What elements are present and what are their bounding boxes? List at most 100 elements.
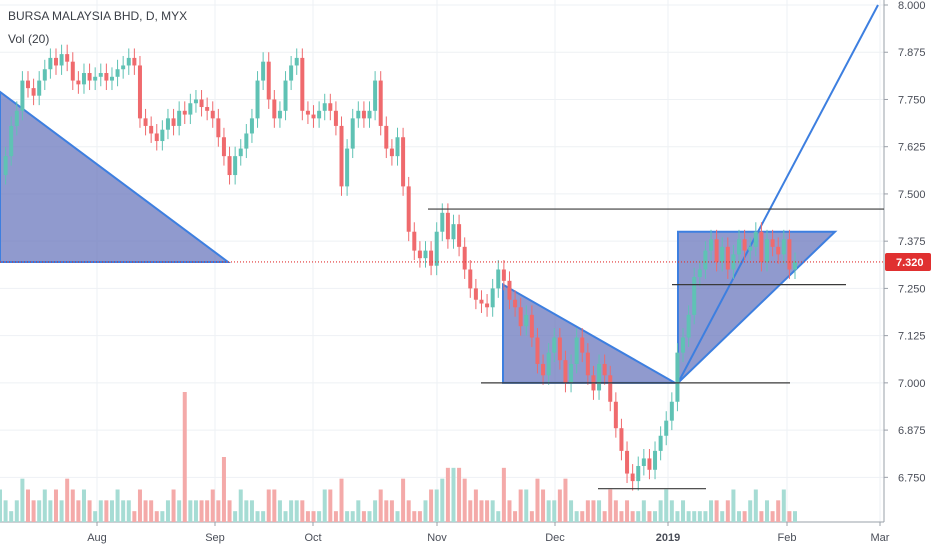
candle-body [9, 125, 14, 157]
volume-bar [490, 500, 495, 522]
volume-bar [216, 500, 221, 522]
volume-bar [692, 511, 697, 522]
volume-bar [199, 500, 204, 522]
candle-body [681, 337, 686, 353]
volume-bar [653, 511, 658, 522]
price-axis[interactable]: 8.000 7.875 7.750 7.625 7.500 7.375 7.250 7.125… [884, 0, 931, 484]
candle-body [221, 137, 226, 157]
candle-body [367, 110, 372, 119]
candle-body [417, 250, 422, 259]
volume-bar [518, 489, 523, 522]
candle-body [177, 110, 182, 126]
candle-body [563, 360, 568, 383]
volume-bar [602, 511, 607, 522]
volume-bar [557, 489, 562, 522]
volume-bar [585, 500, 590, 522]
volume-bar [641, 500, 646, 522]
volume-bar [753, 489, 758, 522]
volume-bar [137, 489, 142, 522]
candle-body [457, 224, 462, 247]
volume-bar [501, 467, 506, 522]
volume-bar [793, 511, 797, 522]
candle-body [776, 246, 781, 255]
volume-bar [417, 511, 422, 522]
candle-body [440, 212, 445, 232]
volume-bar [48, 500, 53, 522]
candle-body [737, 239, 742, 255]
volume-bar [109, 500, 114, 522]
candle-body [171, 118, 176, 126]
candle-body [126, 57, 131, 66]
volume-bar [714, 500, 719, 522]
volume-bar [406, 500, 411, 522]
candle-body [216, 118, 221, 138]
volume-label: Vol (20) [8, 32, 49, 46]
volume-bar [445, 467, 450, 522]
candle-body [513, 299, 518, 308]
projection-line [677, 4, 879, 384]
candle-body [725, 246, 730, 270]
candle-body [272, 99, 277, 119]
volume-bar [20, 478, 25, 522]
candle-body [714, 239, 719, 262]
candle-body [76, 80, 81, 85]
volume-bar [748, 500, 753, 522]
volume-bar [513, 511, 518, 522]
volume-bar [440, 478, 445, 522]
y-tick-label: 7.875 [898, 47, 926, 59]
volume-bar [401, 478, 406, 522]
volume-bar [367, 511, 372, 522]
volume-bar [378, 489, 383, 522]
candle-body [401, 137, 406, 187]
x-tick-label: Oct [304, 532, 321, 544]
candle-body [625, 450, 630, 474]
candle-body [20, 80, 25, 111]
candle-body [787, 239, 792, 270]
volume-bar [76, 500, 81, 522]
candle-body [748, 246, 753, 251]
candle-body [305, 110, 310, 115]
volume-bar [373, 500, 378, 522]
volume-bars [0, 392, 797, 522]
volume-bar [322, 489, 327, 522]
candle-body [87, 73, 92, 81]
volume-bar [608, 489, 613, 522]
volume-bar [93, 511, 98, 522]
candle-body [535, 337, 540, 364]
candle-body [703, 250, 708, 270]
volume-bar [574, 511, 579, 522]
volume-bar [697, 511, 702, 522]
volume-bar [457, 467, 462, 522]
candle-body [132, 57, 137, 66]
candle-body [709, 239, 714, 251]
candle-body [160, 129, 165, 142]
volume-bar [277, 500, 282, 522]
volume-bar [770, 511, 775, 522]
volume-bar [205, 500, 210, 522]
volume-bar [328, 489, 333, 522]
volume-bar [675, 511, 680, 522]
volume-bar [266, 489, 271, 522]
candle-body [697, 269, 702, 278]
volume-bar [395, 511, 400, 522]
volume-bar [227, 500, 232, 522]
candle-body [14, 110, 19, 126]
volume-bar [14, 500, 19, 522]
volume-bar [720, 511, 725, 522]
y-tick-label: 7.125 [898, 331, 926, 343]
volume-bar [311, 511, 316, 522]
candle-body [423, 250, 428, 259]
volume-bar [361, 511, 366, 522]
time-axis[interactable]: Aug Sep Oct Nov Dec 2019 Feb Mar [87, 522, 890, 544]
candle-body [261, 61, 266, 81]
candle-body [412, 231, 417, 251]
volume-bar [507, 500, 512, 522]
volume-bar [317, 511, 322, 522]
candle-body [70, 61, 75, 81]
last-price-label: 7.320 [896, 257, 924, 269]
candle-body [300, 57, 305, 111]
candle-body [613, 401, 618, 429]
volume-bar [42, 489, 47, 522]
volume-bar [305, 511, 310, 522]
